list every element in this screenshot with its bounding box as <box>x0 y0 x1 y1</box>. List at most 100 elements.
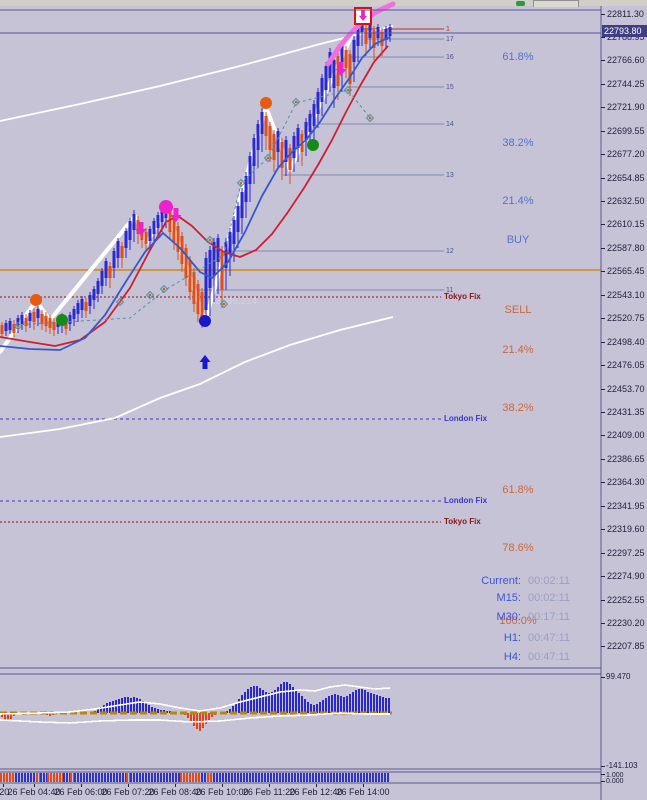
timer-row: M30: 00:17:11 <box>448 611 580 624</box>
time-axis-label: 26 Feb 04:40 <box>7 787 61 797</box>
price-tick <box>601 505 605 507</box>
price-axis-label: 22207.85 <box>607 641 645 652</box>
level-label: 12 <box>446 247 454 255</box>
timer-value: 00:02:11 <box>528 592 571 604</box>
oscillator-signal-lower <box>0 712 390 724</box>
price-tick <box>601 529 605 531</box>
fib-label: 21.4% <box>502 195 534 207</box>
price-tick <box>601 365 605 367</box>
magenta-signal-dot-icon <box>159 200 173 214</box>
timer-row: Current: 00:02:11 <box>448 575 580 588</box>
price-axis-label: 22386.65 <box>607 453 645 464</box>
time-axis-label: 26 Feb 14:00 <box>336 787 390 797</box>
channel-lower-line <box>0 316 394 438</box>
tokyo-fix-label: Tokyo Fix <box>444 292 481 301</box>
time-tick <box>316 784 317 787</box>
toolbar-fragment <box>0 0 647 7</box>
london-fix-label: London Fix <box>444 496 488 505</box>
time-axis-label: 26 Feb 07:20 <box>101 787 155 797</box>
time-tick <box>175 784 176 787</box>
timer-row: M15: 00:02:11 <box>448 592 580 605</box>
price-tick <box>601 201 605 203</box>
price-axis-label: 22543.10 <box>607 289 645 300</box>
fib-label: 100.0% <box>499 615 537 627</box>
timer-label: M30: <box>496 611 521 623</box>
time-axis-label: 26 Feb 12:40 <box>289 787 343 797</box>
price-tick <box>601 482 605 484</box>
price-axis-label: 22654.85 <box>607 172 645 183</box>
time-tick <box>222 784 223 787</box>
tokyo-fix-label: Tokyo Fix <box>444 517 481 526</box>
price-pane <box>0 1 601 523</box>
price-tick <box>601 646 605 648</box>
arrow-down-icon <box>358 10 368 21</box>
fractal-diamond-icon <box>219 299 229 309</box>
time-tick <box>128 784 129 787</box>
fib-label: 61.8% <box>502 484 534 496</box>
toolbar-button-fragment[interactable] <box>533 0 579 7</box>
time-tick <box>81 784 82 787</box>
trend-strip-pane <box>0 773 389 782</box>
arrow-down-icon <box>135 222 147 236</box>
time-tick <box>3 784 4 787</box>
fractal-diamond-icon <box>159 284 169 294</box>
price-axis-label: 22297.25 <box>607 547 645 558</box>
toolbar-icon-fragment[interactable] <box>516 1 525 6</box>
price-tick <box>601 341 605 343</box>
level-label: 1 <box>446 25 450 33</box>
blue-signal-dot-icon <box>199 315 211 327</box>
arrow-up-icon <box>199 355 211 369</box>
timer-value: 00:02:11 <box>528 575 571 587</box>
buy-label: BUY <box>506 234 530 246</box>
ma-slow-line <box>0 45 389 347</box>
green-signal-dot-icon <box>56 314 68 326</box>
price-axis-label: 22319.60 <box>607 524 645 535</box>
price-axis-label: 22632.50 <box>607 196 645 207</box>
price-axis-label: 22721.90 <box>607 102 645 113</box>
level-label: 11 <box>446 286 454 294</box>
price-axis-label: 22230.20 <box>607 617 645 628</box>
price-axis-label: 22252.55 <box>607 594 645 605</box>
fractal-diamond-icon <box>343 85 353 95</box>
price-axis-label: 22431.35 <box>607 406 645 417</box>
price-tick <box>601 154 605 156</box>
price-tick <box>601 13 605 15</box>
timer-label: M15: <box>496 592 521 604</box>
price-axis-label: 22498.40 <box>607 336 645 347</box>
ma-wide-pink-line <box>325 1 396 67</box>
price-tick <box>601 224 605 226</box>
price-tick <box>601 177 605 179</box>
arrow-down-icon <box>170 208 182 222</box>
price-axis-label: 22744.25 <box>607 78 645 89</box>
time-axis-label: :20 <box>0 787 10 797</box>
timer-label: Current: <box>481 575 521 587</box>
timer-value: 00:47:11 <box>528 632 571 644</box>
price-tick <box>601 599 605 601</box>
level-label: 14 <box>446 120 454 128</box>
fib-label: 38.2% <box>502 402 534 414</box>
time-axis-label: 26 Feb 10:00 <box>195 787 249 797</box>
price-axis-label: 22409.00 <box>607 430 645 441</box>
price-axis-label: 22476.05 <box>607 360 645 371</box>
fractal-diamond-icon <box>291 97 301 107</box>
scale-tick <box>601 766 605 767</box>
oscillator-signal-upper <box>0 684 391 715</box>
price-tick <box>601 294 605 296</box>
fib-label: 78.6% <box>502 542 534 554</box>
fib-label: 61.8% <box>502 51 534 63</box>
scale-tick <box>601 677 605 678</box>
fractal-diamond-icon <box>145 290 155 300</box>
timer-row: H4: 00:47:11 <box>448 651 580 664</box>
time-tick <box>34 784 35 787</box>
price-tick <box>601 83 605 85</box>
chart-watermark: 22389.214 <box>210 296 258 307</box>
price-tick <box>601 318 605 320</box>
price-tick <box>601 388 605 390</box>
price-axis-label: 22610.15 <box>607 219 645 230</box>
strip-scale-min: 0.000 <box>606 778 624 785</box>
timer-value: 00:47:11 <box>528 651 571 663</box>
london-fix-label: London Fix <box>444 414 488 423</box>
price-tick <box>601 271 605 273</box>
